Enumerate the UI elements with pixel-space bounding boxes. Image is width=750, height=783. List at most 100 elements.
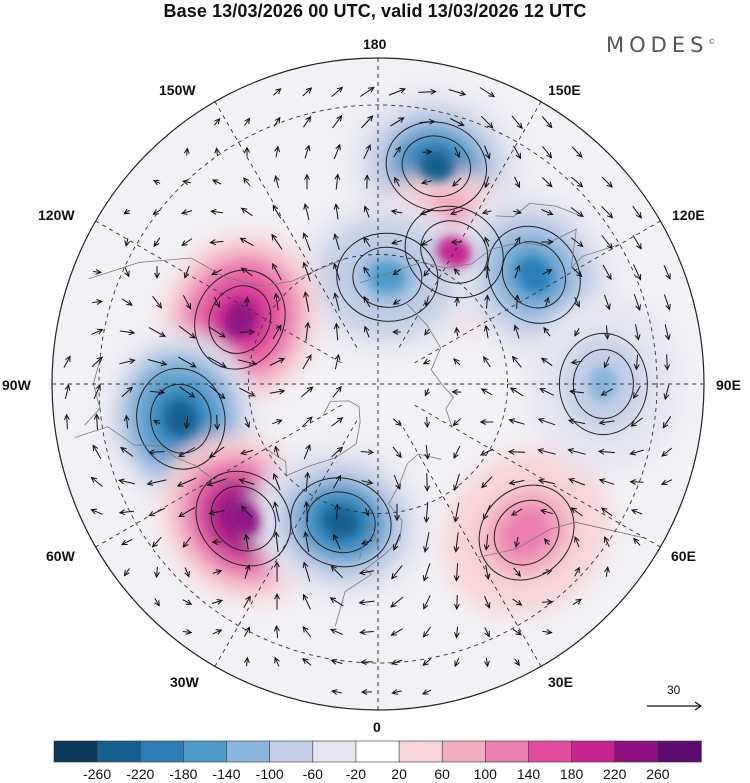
colorbar-swatch [312, 740, 357, 763]
wind-arrow [92, 299, 103, 305]
wind-arrow [454, 657, 460, 668]
wind-arrow [629, 449, 644, 456]
wind-arrow [512, 628, 522, 636]
wind-arrow [663, 294, 671, 311]
wind-arrow [392, 446, 402, 459]
wind-arrow [480, 115, 494, 129]
contour-line [194, 269, 286, 370]
wind-arrow [393, 145, 401, 158]
wind-arrow [571, 176, 584, 188]
wind-arrow [333, 262, 341, 281]
wind-arrow [240, 207, 253, 217]
colorbar-swatch [441, 740, 487, 763]
wind-arrow [243, 595, 251, 608]
wind-arrow [390, 596, 404, 608]
wind-arrow [214, 147, 221, 156]
wind-arrow [333, 143, 341, 160]
wind-arrow [513, 236, 521, 247]
wind-arrow [632, 234, 642, 250]
wind-arrow [118, 478, 135, 485]
wind-arrow [569, 388, 584, 395]
wind-arrow [420, 238, 433, 246]
wind-arrow [571, 146, 583, 158]
wind-arrow [181, 238, 193, 247]
wind-arrow [148, 449, 165, 456]
wind-arrow [63, 413, 70, 430]
colorbar-tick-label: -180 [169, 766, 198, 782]
wind-arrow [542, 629, 553, 635]
wind-arrow [424, 473, 431, 492]
wind-arrow [423, 594, 431, 610]
wind-arrow [423, 267, 431, 277]
wind-arrow [570, 359, 583, 365]
wind-arrow [211, 599, 224, 605]
wind-arrow [363, 325, 370, 338]
wind-arrow [484, 145, 491, 160]
wind-arrow [483, 534, 490, 551]
wind-arrow [570, 507, 583, 517]
wind-arrow [273, 530, 280, 552]
wind-arrow [181, 179, 191, 186]
wind-arrow [92, 444, 102, 459]
wind-arrow [664, 324, 671, 341]
wind-arrow [484, 294, 491, 309]
wind-arrow [479, 87, 496, 98]
wind-arrow [513, 324, 520, 339]
coastlines [74, 202, 645, 627]
wind-arrow [542, 569, 553, 575]
wind-arrow [453, 358, 461, 366]
wind-arrow [629, 479, 644, 485]
wind-arrow [332, 114, 343, 129]
wind-arrow [484, 236, 490, 247]
wind-arrow [148, 327, 166, 337]
wind-arrow [542, 146, 553, 159]
wind-arrow [178, 325, 196, 339]
wind-arrow [153, 419, 161, 426]
wind-arrow [208, 446, 225, 458]
wind-arrow [269, 357, 286, 366]
wind-arrow [272, 472, 281, 491]
wind-arrow [419, 118, 436, 125]
wind-arrow [449, 209, 464, 216]
map-border [51, 57, 705, 711]
wind-arrow [601, 176, 613, 188]
wind-arrow [176, 477, 197, 487]
wind-arrow [182, 628, 193, 635]
wind-arrow [422, 358, 431, 365]
colorbar-tick-label: -140 [212, 766, 241, 782]
lon-label-60e: 60E [671, 548, 696, 564]
meridian-line [398, 90, 548, 348]
wind-arrow [543, 326, 551, 337]
wind-arrow [119, 358, 136, 365]
wind-arrow [661, 447, 673, 457]
contour-line [493, 499, 560, 566]
wind-arrow [452, 418, 462, 427]
latitude-circle [248, 254, 508, 514]
wind-arrow [604, 294, 611, 311]
colorbar-swatch [139, 740, 185, 763]
wind-arrow [154, 266, 160, 279]
wind-arrow [330, 565, 344, 579]
wind-arrow [598, 478, 615, 485]
wind-arrow [244, 146, 250, 157]
wind-arrow [178, 447, 196, 458]
colorbar-swatch [657, 740, 702, 763]
wind-arrow [244, 416, 250, 429]
wind-arrow [479, 419, 494, 425]
wind-arrow [450, 118, 465, 127]
meridian-line [414, 404, 672, 554]
wind-arrow [304, 321, 311, 342]
wind-arrow [124, 267, 130, 278]
wind-arrow [209, 239, 224, 246]
wind-arrow [572, 598, 582, 606]
wind-arrow [90, 476, 103, 487]
wind-arrow [239, 387, 256, 397]
wind-arrow [153, 237, 161, 248]
wind-arrow [304, 471, 311, 492]
contour-line [136, 367, 226, 470]
wind-arrow [274, 656, 280, 667]
wind-arrow [359, 629, 374, 636]
wind-arrow [333, 233, 340, 250]
contour-line [385, 121, 488, 212]
wind-arrow [480, 388, 493, 396]
